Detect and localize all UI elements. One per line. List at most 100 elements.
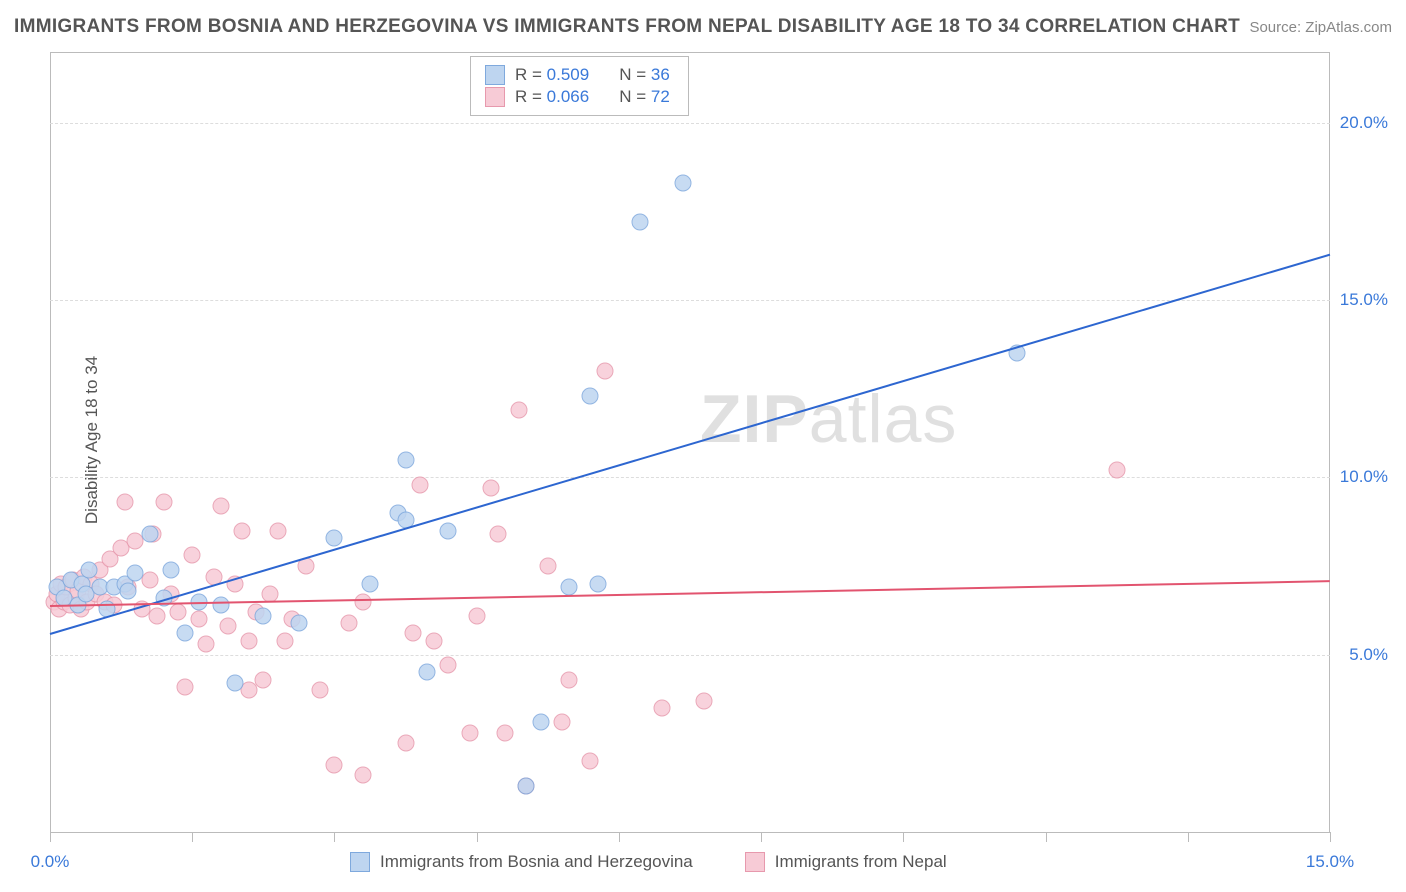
scatter-point-nepal: [397, 735, 414, 752]
scatter-point-nepal: [1108, 462, 1125, 479]
scatter-point-nepal: [170, 604, 187, 621]
n-label: N = 36: [619, 65, 670, 85]
scatter-point-nepal: [269, 522, 286, 539]
scatter-point-nepal: [340, 614, 357, 631]
n-label: N = 72: [619, 87, 670, 107]
x-tick-label: 0.0%: [31, 852, 70, 872]
x-tick: [477, 832, 478, 842]
series-legend: Immigrants from Bosnia and Herzegovina Im…: [350, 852, 947, 872]
y-tick-label: 15.0%: [1340, 290, 1388, 310]
legend-label: Immigrants from Bosnia and Herzegovina: [380, 852, 693, 872]
swatch-bosnia: [485, 65, 505, 85]
scatter-point-nepal: [354, 593, 371, 610]
scatter-point-bosnia: [561, 579, 578, 596]
x-tick: [1188, 832, 1189, 842]
scatter-point-bosnia: [418, 664, 435, 681]
scatter-point-nepal: [596, 363, 613, 380]
scatter-point-bosnia: [582, 387, 599, 404]
scatter-point-nepal: [116, 494, 133, 511]
scatter-point-bosnia: [589, 575, 606, 592]
x-tick: [334, 832, 335, 842]
x-tick: [903, 832, 904, 842]
x-tick: [619, 832, 620, 842]
scatter-point-bosnia: [120, 582, 137, 599]
scatter-point-nepal: [219, 618, 236, 635]
x-tick: [50, 832, 51, 842]
scatter-point-nepal: [184, 547, 201, 564]
scatter-point-bosnia: [81, 561, 98, 578]
r-label: R = 0.509: [515, 65, 589, 85]
gridline: [50, 123, 1330, 124]
stats-row-nepal: R = 0.066 N = 72: [485, 87, 670, 107]
swatch-bosnia: [350, 852, 370, 872]
legend-item-bosnia: Immigrants from Bosnia and Herzegovina: [350, 852, 693, 872]
y-axis: [50, 52, 51, 832]
scatter-point-nepal: [696, 692, 713, 709]
scatter-point-nepal: [490, 526, 507, 543]
scatter-point-nepal: [148, 607, 165, 624]
x-tick: [1046, 832, 1047, 842]
x-axis: [50, 832, 1330, 833]
scatter-point-nepal: [255, 671, 272, 688]
scatter-point-nepal: [212, 497, 229, 514]
scatter-point-bosnia: [290, 614, 307, 631]
stats-legend: R = 0.509 N = 36 R = 0.066 N = 72: [470, 56, 689, 116]
scatter-point-nepal: [582, 753, 599, 770]
swatch-nepal: [745, 852, 765, 872]
scatter-point-nepal: [276, 632, 293, 649]
scatter-point-nepal: [354, 767, 371, 784]
scatter-point-bosnia: [177, 625, 194, 642]
x-tick-label: 15.0%: [1306, 852, 1354, 872]
scatter-point-nepal: [653, 699, 670, 716]
gridline: [50, 477, 1330, 478]
scatter-point-nepal: [191, 611, 208, 628]
scatter-point-nepal: [155, 494, 172, 511]
scatter-point-bosnia: [362, 575, 379, 592]
scatter-point-nepal: [497, 724, 514, 741]
scatter-point-bosnia: [440, 522, 457, 539]
scatter-point-nepal: [198, 636, 215, 653]
scatter-point-bosnia: [226, 675, 243, 692]
scatter-point-bosnia: [141, 526, 158, 543]
x-tick: [761, 832, 762, 842]
source-label: Source: ZipAtlas.com: [1249, 19, 1392, 36]
scatter-point-nepal: [241, 632, 258, 649]
scatter-point-bosnia: [632, 214, 649, 231]
scatter-point-nepal: [440, 657, 457, 674]
scatter-point-bosnia: [397, 451, 414, 468]
scatter-point-nepal: [482, 480, 499, 497]
stats-row-bosnia: R = 0.509 N = 36: [485, 65, 670, 85]
scatter-point-nepal: [511, 402, 528, 419]
scatter-point-bosnia: [326, 529, 343, 546]
scatter-point-bosnia: [212, 597, 229, 614]
scatter-point-nepal: [411, 476, 428, 493]
scatter-point-nepal: [461, 724, 478, 741]
scatter-point-nepal: [554, 714, 571, 731]
gridline: [50, 655, 1330, 656]
legend-label: Immigrants from Nepal: [775, 852, 947, 872]
swatch-nepal: [485, 87, 505, 107]
scatter-point-nepal: [326, 756, 343, 773]
scatter-point-bosnia: [162, 561, 179, 578]
scatter-point-nepal: [539, 558, 556, 575]
scatter-point-bosnia: [532, 714, 549, 731]
scatter-point-bosnia: [255, 607, 272, 624]
scatter-point-nepal: [177, 678, 194, 695]
scatter-point-bosnia: [518, 777, 535, 794]
x-tick: [192, 832, 193, 842]
legend-item-nepal: Immigrants from Nepal: [745, 852, 947, 872]
x-tick: [1330, 832, 1331, 842]
y-tick-label: 10.0%: [1340, 467, 1388, 487]
scatter-point-nepal: [561, 671, 578, 688]
y-tick-label: 20.0%: [1340, 113, 1388, 133]
scatter-point-nepal: [234, 522, 251, 539]
scatter-point-nepal: [426, 632, 443, 649]
y-tick-label: 5.0%: [1349, 645, 1388, 665]
scatter-point-bosnia: [674, 175, 691, 192]
scatter-point-nepal: [468, 607, 485, 624]
scatter-point-nepal: [404, 625, 421, 642]
scatter-point-bosnia: [127, 565, 144, 582]
scatter-point-nepal: [312, 682, 329, 699]
chart-title: IMMIGRANTS FROM BOSNIA AND HERZEGOVINA V…: [14, 16, 1240, 38]
r-label: R = 0.066: [515, 87, 589, 107]
